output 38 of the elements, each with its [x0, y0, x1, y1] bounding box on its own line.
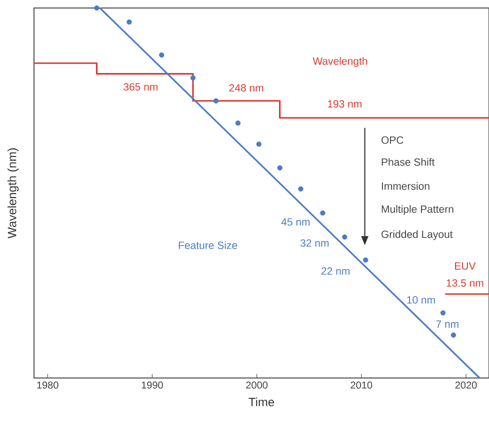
point	[277, 165, 282, 170]
x-tick-label: 2000	[246, 382, 268, 389]
x-tick-label: 1990	[142, 382, 163, 389]
annotation: 248 nm	[229, 84, 264, 92]
annotation: Multiple Pattern	[382, 205, 454, 215]
annotation: 365 nm	[124, 83, 158, 91]
annotation: Phase Shift	[382, 158, 435, 166]
point	[440, 310, 446, 316]
annotation: 32 nm	[300, 239, 329, 247]
point	[342, 234, 348, 240]
point	[190, 75, 196, 81]
point	[320, 210, 326, 216]
annotation: 10 nm	[407, 296, 435, 304]
x-axis-title: Time	[248, 397, 274, 406]
point	[126, 19, 132, 25]
annotation: EUV	[455, 262, 476, 270]
point	[256, 142, 262, 147]
point	[298, 186, 304, 192]
annotation: Feature Size	[178, 241, 238, 250]
annotation: Gridded Layout	[382, 230, 453, 240]
annotation: Wavelength	[312, 57, 368, 67]
annotation: 22 nm	[322, 267, 350, 275]
point	[450, 332, 456, 338]
annotation: 45 nm	[281, 218, 310, 226]
x-tick-label: 1980	[37, 382, 58, 389]
annotation: 7 nm	[436, 320, 458, 328]
annotation: 13.5 nm	[446, 279, 484, 287]
point	[213, 98, 219, 104]
point	[235, 120, 241, 126]
point	[159, 52, 164, 58]
point	[94, 5, 100, 11]
annotation: 193 nm	[328, 100, 362, 108]
x-tick-label: 2020	[455, 382, 477, 389]
point	[362, 257, 368, 263]
y-axis-title: Wavelength (nm)	[7, 148, 19, 238]
annotation: OPC	[382, 136, 404, 144]
annotation: Immersion	[382, 182, 430, 190]
x-tick-label: 2010	[350, 382, 372, 389]
